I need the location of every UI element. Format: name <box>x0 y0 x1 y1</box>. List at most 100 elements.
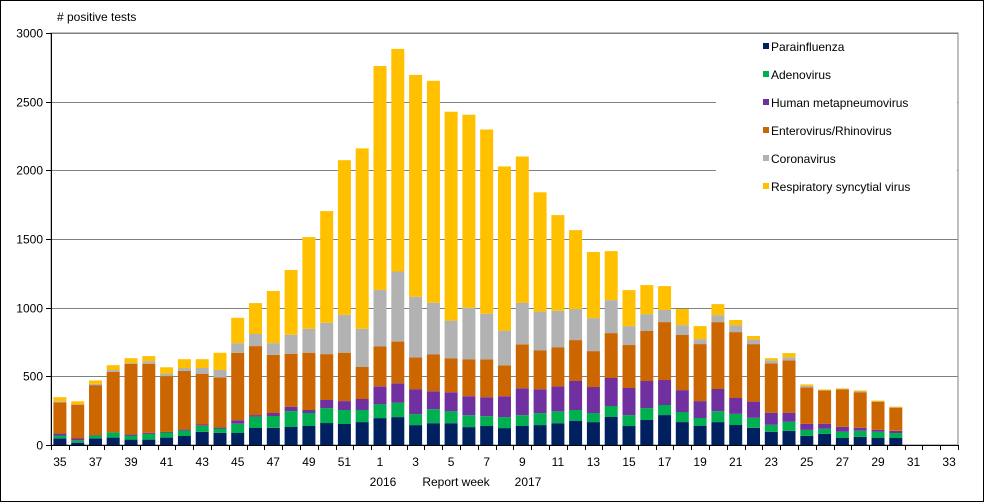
bar-segment-parainfluenza-week-42 <box>177 435 191 445</box>
bar-segment-parainfluenza-week-47 <box>266 428 280 445</box>
bar-segment-parainfluenza-week-24 <box>782 430 796 445</box>
x-tick-label: 47 <box>267 455 281 469</box>
bar-segment-respiratory-syncytial-virus-week-36 <box>71 401 85 405</box>
legend-label: Enterovirus/Rhinovirus <box>771 124 892 138</box>
bar-segment-coronavirus-week-37 <box>89 383 102 386</box>
bar-segment-parainfluenza-week-7 <box>480 426 494 445</box>
bar-segment-adenovirus-week-1 <box>373 404 387 419</box>
bar-segment-adenovirus-week-47 <box>266 416 280 428</box>
x-tick-label: 33 <box>942 455 956 469</box>
bar-segment-respiratory-syncytial-virus-week-9 <box>515 156 529 303</box>
bar-segment-parainfluenza-week-19 <box>693 426 707 445</box>
bar-segment-enterovirus-rhinovirus-week-18 <box>675 335 689 391</box>
bar-segment-parainfluenza-week-38 <box>106 437 120 445</box>
bar-segment-coronavirus-week-24 <box>782 357 796 361</box>
bar-segment-parainfluenza-week-20 <box>711 422 725 445</box>
bar-segment-respiratory-syncytial-virus-week-38 <box>106 365 120 370</box>
x-tick-label: 5 <box>448 455 455 469</box>
bar-segment-coronavirus-week-1 <box>373 289 387 347</box>
bar-segment-respiratory-syncytial-virus-week-37 <box>89 380 102 384</box>
bar-segment-human-metapneumovirus-week-35 <box>53 433 67 436</box>
bar-segment-respiratory-syncytial-virus-week-5 <box>444 111 458 321</box>
bar-segment-human-metapneumovirus-week-4 <box>426 391 440 410</box>
bar-segment-enterovirus-rhinovirus-week-2 <box>391 341 405 384</box>
bar-segment-adenovirus-week-22 <box>747 417 760 428</box>
bar-segment-human-metapneumovirus-week-27 <box>835 426 849 432</box>
bar-segment-parainfluenza-week-13 <box>586 422 600 445</box>
bar-segment-parainfluenza-week-14 <box>604 417 618 445</box>
bar-segment-enterovirus-rhinovirus-week-12 <box>569 340 583 381</box>
bar-segment-adenovirus-week-50 <box>320 408 334 424</box>
bar-segment-parainfluenza-week-49 <box>302 426 316 445</box>
bar-segment-human-metapneumovirus-week-42 <box>177 429 191 431</box>
bar-segment-respiratory-syncytial-virus-week-42 <box>177 359 191 368</box>
bar-segment-respiratory-syncytial-virus-week-41 <box>160 367 174 374</box>
bar-segment-human-metapneumovirus-week-19 <box>693 401 707 418</box>
bar-segment-respiratory-syncytial-virus-week-2 <box>391 48 405 272</box>
bar-segment-respiratory-syncytial-virus-week-39 <box>124 358 138 363</box>
bar-segment-enterovirus-rhinovirus-week-20 <box>711 322 725 389</box>
bar-segment-adenovirus-week-52 <box>355 410 369 423</box>
bar-segment-coronavirus-week-41 <box>160 373 174 377</box>
bar-segment-adenovirus-week-25 <box>800 429 814 436</box>
bar-segment-human-metapneumovirus-week-28 <box>853 427 867 431</box>
bar-segment-enterovirus-rhinovirus-week-10 <box>533 350 547 390</box>
bar-segment-parainfluenza-week-44 <box>213 432 227 445</box>
bar-segment-enterovirus-rhinovirus-week-44 <box>213 377 227 428</box>
bar-segment-enterovirus-rhinovirus-week-3 <box>409 357 423 390</box>
bar-segment-coronavirus-week-16 <box>640 314 654 331</box>
x-tick-label: 7 <box>483 455 490 469</box>
bar-segment-respiratory-syncytial-virus-week-29 <box>871 400 885 402</box>
bar-segment-respiratory-syncytial-virus-week-46 <box>249 303 262 334</box>
bar-segment-parainfluenza-week-8 <box>498 428 511 445</box>
bar-segment-coronavirus-week-21 <box>729 325 743 333</box>
y-axis-title: # positive tests <box>57 10 136 24</box>
bar-segment-parainfluenza-week-22 <box>747 427 760 445</box>
bar-segment-parainfluenza-week-5 <box>444 423 458 445</box>
bar-segment-parainfluenza-week-2 <box>391 417 405 445</box>
bar-segment-coronavirus-week-42 <box>177 368 191 371</box>
bar-segment-enterovirus-rhinovirus-week-38 <box>106 371 120 433</box>
x-tick-label: 39 <box>124 455 138 469</box>
bar-segment-enterovirus-rhinovirus-week-25 <box>800 387 814 424</box>
bar-segment-human-metapneumovirus-week-24 <box>782 412 796 422</box>
bar-segment-coronavirus-week-17 <box>658 310 672 323</box>
bar-segment-adenovirus-week-4 <box>426 409 440 424</box>
bar-segment-adenovirus-week-35 <box>53 435 67 439</box>
bar-segment-parainfluenza-week-11 <box>551 423 565 445</box>
bar-segment-respiratory-syncytial-virus-week-49 <box>302 237 316 329</box>
bar-segment-adenovirus-week-48 <box>284 411 298 427</box>
bar-segment-adenovirus-week-2 <box>391 402 405 418</box>
bar-segment-human-metapneumovirus-week-14 <box>604 378 618 406</box>
x-tick-label: 3 <box>412 455 419 469</box>
bar-segment-human-metapneumovirus-week-18 <box>675 390 689 413</box>
bar-segment-coronavirus-week-7 <box>480 313 494 360</box>
bar-segment-parainfluenza-week-10 <box>533 425 547 445</box>
bar-segment-human-metapneumovirus-week-10 <box>533 389 547 414</box>
bar-segment-respiratory-syncytial-virus-week-26 <box>818 389 832 391</box>
bar-segment-coronavirus-week-15 <box>622 326 636 346</box>
bar-segment-respiratory-syncytial-virus-week-4 <box>426 80 440 303</box>
bar-segment-human-metapneumovirus-week-13 <box>586 387 600 413</box>
bar-segment-respiratory-syncytial-virus-week-24 <box>782 353 796 358</box>
bar-segment-human-metapneumovirus-week-1 <box>373 386 387 405</box>
bar-segment-enterovirus-rhinovirus-week-36 <box>71 404 85 439</box>
bar-segment-parainfluenza-week-37 <box>89 438 102 445</box>
bar-segment-parainfluenza-week-18 <box>675 422 689 445</box>
bar-segment-enterovirus-rhinovirus-week-42 <box>177 371 191 430</box>
bar-segment-enterovirus-rhinovirus-week-11 <box>551 347 565 387</box>
bar-segment-coronavirus-week-18 <box>675 325 689 335</box>
year-label-2017: 2017 <box>515 475 542 489</box>
bar-segment-respiratory-syncytial-virus-week-27 <box>835 388 849 390</box>
bar-segment-parainfluenza-week-3 <box>409 425 423 445</box>
bar-segment-parainfluenza-week-29 <box>871 438 885 445</box>
bar-segment-adenovirus-week-45 <box>231 423 245 433</box>
bar-segment-adenovirus-week-36 <box>71 440 85 443</box>
bar-segment-parainfluenza-week-21 <box>729 424 743 445</box>
bar-segment-respiratory-syncytial-virus-week-6 <box>462 114 476 308</box>
bar-segment-respiratory-syncytial-virus-week-13 <box>586 252 600 319</box>
bar-segment-parainfluenza-week-52 <box>355 422 369 445</box>
bar-segment-coronavirus-week-48 <box>284 334 298 354</box>
legend-swatch <box>763 99 769 105</box>
bar-segment-enterovirus-rhinovirus-week-17 <box>658 322 672 381</box>
